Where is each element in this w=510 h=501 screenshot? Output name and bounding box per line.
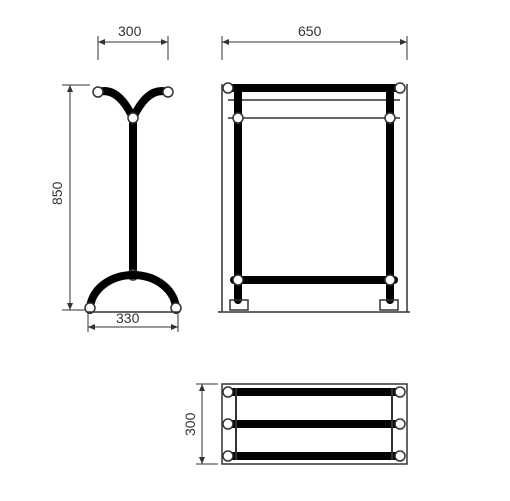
side-view <box>85 87 181 313</box>
top-view <box>222 384 407 464</box>
front-view <box>218 83 410 312</box>
dim-650-label: 650 <box>298 23 322 39</box>
dim-300: 300 <box>98 23 168 60</box>
dim-850-label: 850 <box>49 181 65 205</box>
dim-300-label: 300 <box>118 23 142 39</box>
drawing-canvas: 300 650 850 330 <box>0 0 510 501</box>
dim-300-v: 300 <box>182 384 218 464</box>
dim-650: 650 <box>222 23 407 60</box>
dim-330: 330 <box>88 310 178 332</box>
dim-850: 850 <box>49 85 90 310</box>
drawing-svg: 300 650 850 330 <box>0 0 510 501</box>
dim-300v-label: 300 <box>182 412 198 436</box>
